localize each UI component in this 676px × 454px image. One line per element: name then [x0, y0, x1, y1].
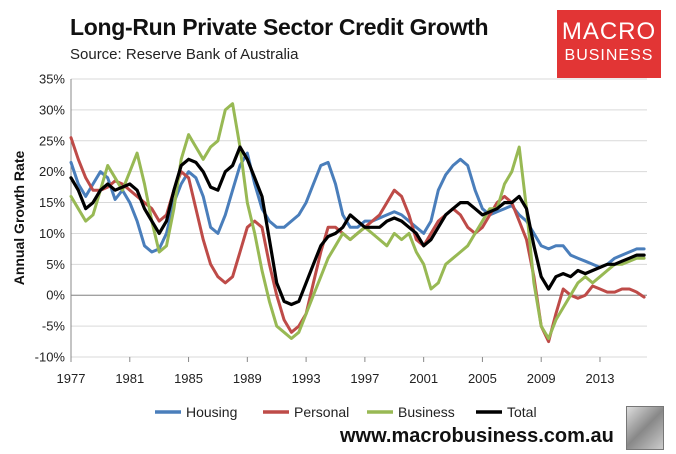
y-tick-label: 0% — [46, 288, 65, 303]
series-line-housing — [69, 151, 646, 269]
wolf-logo-icon — [626, 406, 664, 450]
x-tick-label: 2005 — [468, 371, 497, 386]
logo-line-1: MACRO — [561, 18, 657, 45]
x-tick-labels: 1977 1981 1985 1989 1993 1997 2001 2005 2009 2013 — [57, 357, 615, 386]
y-tick-labels: -10% -5% 0% 5% 10% 15% 20% 25% 30% 35% — [35, 72, 66, 365]
page-title: Long-Run Private Sector Credit Growth — [70, 14, 489, 40]
y-tick-label: 10% — [39, 226, 65, 241]
x-tick-label: 2001 — [409, 371, 438, 386]
x-tick-label: 1989 — [233, 371, 262, 386]
y-tick-label: -5% — [42, 319, 66, 334]
series-line-business — [69, 102, 646, 340]
logo-line-2: BUSINESS — [564, 47, 654, 64]
y-tick-label: 15% — [39, 195, 65, 210]
website-url[interactable]: www.macrobusiness.com.au — [340, 425, 614, 447]
x-tick-label: 2013 — [586, 371, 615, 386]
y-tick-label: -10% — [35, 350, 66, 365]
legend-label: Business — [398, 404, 455, 420]
y-tick-label: 20% — [39, 164, 65, 179]
x-tick-label: 1985 — [174, 371, 203, 386]
legend-label: Personal — [294, 404, 349, 420]
chart-subtitle: Source: Reserve Bank of Australia — [70, 46, 299, 63]
y-axis-label: Annual Growth Rate — [11, 151, 27, 286]
x-tick-label: 1977 — [57, 371, 86, 386]
x-tick-label: 2009 — [527, 371, 556, 386]
y-tick-label: 30% — [39, 102, 65, 117]
series-lines — [69, 102, 646, 344]
x-tick-label: 1993 — [292, 371, 321, 386]
legend-label: Total — [507, 404, 537, 420]
y-tick-label: 5% — [46, 257, 65, 272]
y-tick-label: 35% — [39, 72, 65, 87]
legend: Housing Personal Business Total — [155, 404, 537, 420]
macrobusiness-logo[interactable]: MACRO BUSINESS — [557, 10, 661, 78]
series-line-total — [69, 145, 646, 307]
legend-label: Housing — [186, 404, 237, 420]
x-tick-label: 1981 — [115, 371, 144, 386]
y-tick-label: 25% — [39, 133, 65, 148]
axes — [70, 79, 647, 357]
x-tick-label: 1997 — [350, 371, 379, 386]
